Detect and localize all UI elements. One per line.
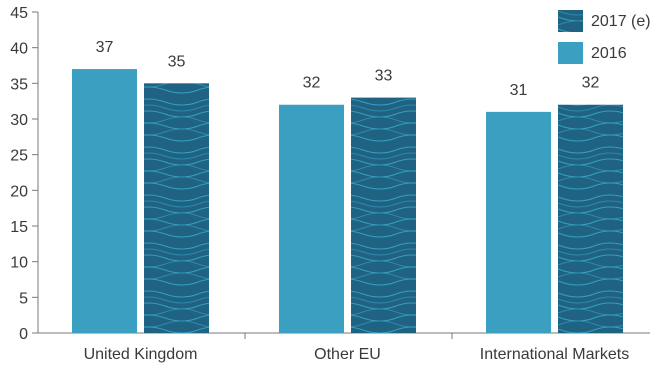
data-label-united-kingdom-2017-e: 35 xyxy=(168,53,186,70)
legend-swatch-2016 xyxy=(558,42,583,64)
y-tick-label: 5 xyxy=(19,290,28,307)
bar-united-kingdom-2016 xyxy=(72,69,137,334)
bar-international-markets-2017-e xyxy=(558,104,623,333)
bar-international-markets-2016 xyxy=(486,111,551,333)
y-tick-label: 30 xyxy=(10,112,28,129)
x-tick-label-united-kingdom: United Kingdom xyxy=(84,346,198,363)
data-labels: 37 35 32 33 31 32 xyxy=(96,39,600,99)
x-tick-label-international-markets: International Markets xyxy=(480,346,629,363)
bar-other-eu-2016 xyxy=(279,104,344,333)
data-label-international-markets-2017-e: 32 xyxy=(582,75,600,92)
y-tick-label: 0 xyxy=(19,326,28,343)
legend-label-2016: 2016 xyxy=(591,45,627,62)
data-label-other-eu-2017-e: 33 xyxy=(375,68,393,85)
legend-label-2017-e: 2017 (e) xyxy=(591,13,651,30)
data-label-united-kingdom-2016: 37 xyxy=(96,39,114,56)
data-label-international-markets-2016: 31 xyxy=(510,82,528,99)
data-label-other-eu-2016: 32 xyxy=(303,75,321,92)
y-tick-label: 45 xyxy=(10,5,28,22)
y-tick-label: 15 xyxy=(10,219,28,236)
legend: 2017 (e) 2016 xyxy=(558,10,651,64)
axes: 0 5 10 15 20 25 30 35 40 45 United Kingdom Other EU… xyxy=(10,5,650,363)
bar-united-kingdom-2017-e xyxy=(144,83,209,333)
y-tick-label: 25 xyxy=(10,148,28,165)
y-tick-label: 10 xyxy=(10,255,28,272)
y-tick-label: 35 xyxy=(10,76,28,93)
x-tick-label-other-eu: Other EU xyxy=(314,346,381,363)
bar-other-eu-2017-e xyxy=(351,97,416,333)
bars xyxy=(72,69,623,334)
y-tick-label: 20 xyxy=(10,183,28,200)
y-tick-label: 40 xyxy=(10,41,28,58)
legend-swatch-2017-e xyxy=(558,10,583,32)
